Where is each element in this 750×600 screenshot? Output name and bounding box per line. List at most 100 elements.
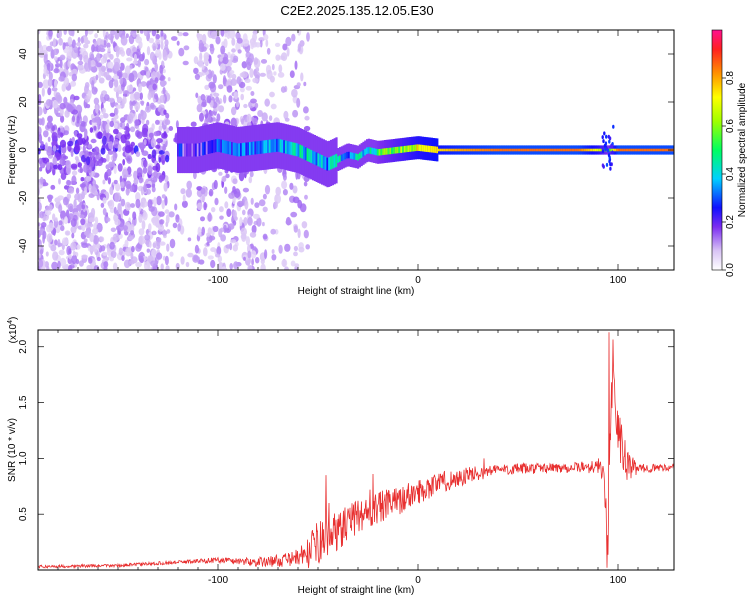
heatmap-cell <box>160 36 164 43</box>
heatmap-cell <box>369 147 372 154</box>
heatmap-cell <box>567 148 570 152</box>
heatmap-cell <box>90 207 96 218</box>
heatmap-cell <box>270 103 277 110</box>
heatmap-cell <box>551 148 554 152</box>
heatmap-cell <box>610 144 614 149</box>
heatmap-cell <box>138 176 143 184</box>
heatmap-cell <box>284 266 289 270</box>
heatmap-cell <box>182 143 185 157</box>
heatmap-cell <box>155 144 161 149</box>
heatmap-cell <box>296 97 301 108</box>
heatmap-cell <box>479 148 482 152</box>
heatmap-cell <box>226 85 233 93</box>
heatmap-cell <box>466 148 469 152</box>
heatmap-cell <box>138 54 145 62</box>
heatmap-cell <box>164 196 168 206</box>
heatmap-cell <box>447 148 450 152</box>
heatmap-cell <box>39 211 45 219</box>
heatmap-cell <box>48 222 54 231</box>
heatmap-cell <box>227 141 230 155</box>
heatmap-cell <box>98 70 102 79</box>
heatmap-cell <box>96 243 101 249</box>
heatmap-cell <box>113 179 118 185</box>
heatmap-cell <box>648 148 651 152</box>
heatmap-cell <box>160 30 164 39</box>
heatmap-cell <box>50 244 57 252</box>
heatmap-cell <box>109 53 114 60</box>
heatmap-cell <box>106 153 110 162</box>
heatmap-cell <box>219 215 224 220</box>
heatmap-cell <box>598 148 601 152</box>
heatmap-cell <box>228 30 236 39</box>
heatmap-cell <box>414 144 417 152</box>
heatmap-cell <box>233 91 239 100</box>
heatmap-cell <box>201 101 207 108</box>
heatmap-cell <box>91 118 97 123</box>
heatmap-cell <box>220 45 226 55</box>
heatmap-cell <box>269 91 275 98</box>
heatmap-cell <box>604 147 607 152</box>
heatmap-cell <box>77 137 83 146</box>
heatmap-cell <box>54 217 58 222</box>
heatmap-cell <box>262 193 267 200</box>
heatmap-cell <box>477 148 480 152</box>
heatmap-cell <box>54 79 58 89</box>
heatmap-cell <box>227 51 231 59</box>
heatmap-cell <box>196 143 199 157</box>
heatmap-cell <box>102 208 107 216</box>
heatmap-cell <box>118 247 123 256</box>
heatmap-cell <box>218 105 225 113</box>
heatmap-cell <box>493 148 496 152</box>
heatmap-cell <box>68 248 72 255</box>
snr-y-multiplier: (x104) <box>7 317 19 344</box>
heatmap-cell <box>200 142 203 156</box>
heatmap-cell <box>186 180 192 190</box>
heatmap-cell <box>344 152 347 160</box>
heatmap-cell <box>260 259 265 265</box>
heatmap-cell <box>156 195 162 206</box>
x-tick-label: 0 <box>415 275 421 286</box>
heatmap-cell <box>123 90 129 95</box>
heatmap-cell <box>337 156 340 163</box>
heatmap-cell <box>182 60 189 66</box>
heatmap-cell <box>468 148 471 152</box>
heatmap-cell <box>67 36 73 46</box>
colorbar-ticks: 0.0 0.2 0.4 0.6 0.8 <box>722 71 736 277</box>
heatmap-cell <box>274 139 277 153</box>
heatmap-cell <box>160 40 164 50</box>
y-tick-label: 1.5 <box>18 395 29 409</box>
heatmap-cell <box>90 159 95 168</box>
heatmap-cell <box>380 148 383 156</box>
heatmap-cell <box>60 127 65 134</box>
heatmap-cell <box>96 256 101 262</box>
heatmap-cell <box>294 263 300 268</box>
heatmap-cell <box>393 147 396 154</box>
heatmap-cell <box>294 142 297 156</box>
heatmap-cell <box>276 138 279 152</box>
heatmap-cell <box>135 262 142 268</box>
heatmap-cell <box>55 63 61 68</box>
heatmap-cell <box>126 155 133 164</box>
heatmap-cell <box>236 200 244 207</box>
heatmap-cell <box>226 208 232 217</box>
heatmap-cell <box>129 126 136 133</box>
heatmap-cell <box>213 139 216 153</box>
heatmap-cell <box>109 120 115 128</box>
heatmap-cell <box>231 106 237 116</box>
heatmap-cell <box>80 177 85 182</box>
heatmap-cell <box>409 145 412 152</box>
heatmap-cell <box>121 255 125 262</box>
heatmap-cell <box>48 30 53 37</box>
heatmap-cell <box>191 143 194 157</box>
y-tick-label: 40 <box>18 48 29 60</box>
heatmap-cell <box>281 139 284 153</box>
snr-ticks: -100 0 100 0.5 1.0 1.5 2.0 <box>18 330 674 586</box>
heatmap-cell <box>646 148 649 152</box>
heatmap-cell <box>250 141 253 155</box>
heatmap-cell <box>187 143 190 157</box>
heatmap-cell <box>230 239 237 244</box>
heatmap-cell <box>42 79 50 89</box>
heatmap-cell <box>611 150 614 155</box>
heatmap-cell <box>181 200 188 208</box>
heatmap-cell <box>299 40 305 47</box>
